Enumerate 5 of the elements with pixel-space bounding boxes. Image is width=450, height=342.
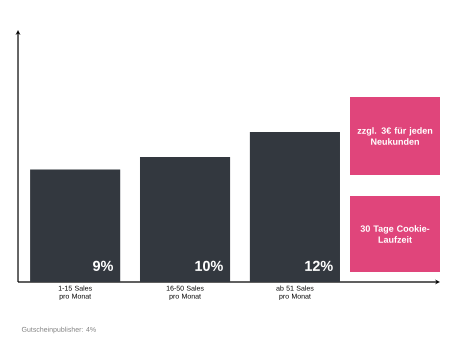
data-label: 9%	[93, 260, 113, 271]
data-label: 12%	[305, 260, 333, 271]
annotation: zzgl. 3€ für jeden Neukunden	[358, 127, 432, 145]
annotation: 30 Tage Cookie-Laufzeit	[360, 225, 430, 243]
data-label: 10%	[195, 260, 223, 271]
